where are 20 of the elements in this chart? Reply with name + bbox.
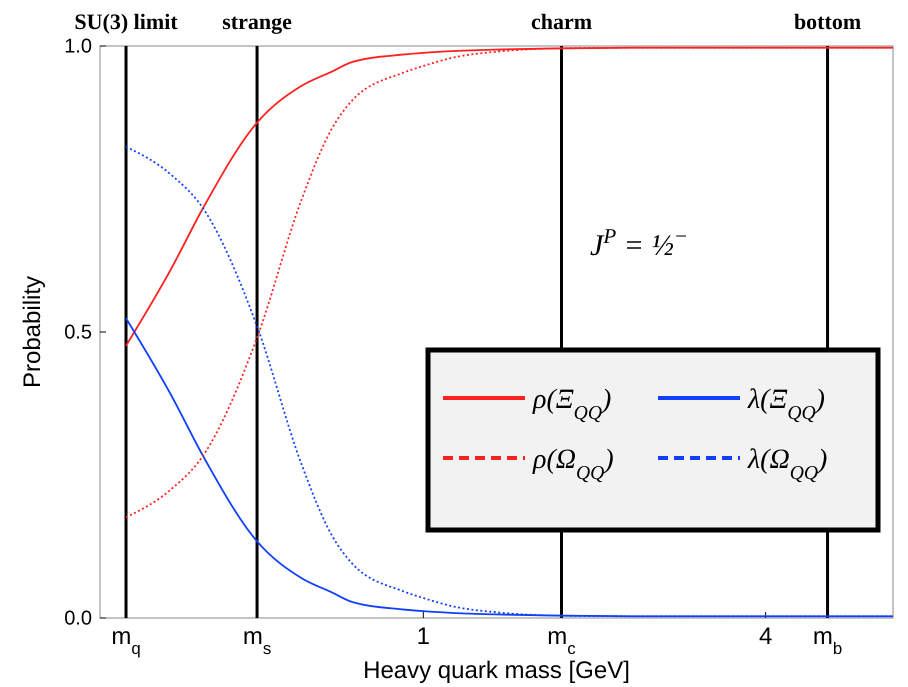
y-tick-label: 0.0	[64, 607, 92, 630]
x-axis-title: Heavy quark mass [GeV]	[363, 657, 630, 684]
ref-line-label: charm	[530, 9, 592, 34]
ref-line-label: strange	[222, 9, 292, 34]
legend-label: ρ(Ξ$_{QQ}$)	[532, 384, 612, 424]
ref-line-label: SU(3) limit	[74, 9, 178, 34]
x-tick-label: m$_{c}$	[547, 623, 576, 658]
x-tick-label: 4	[758, 623, 772, 650]
x-tick-label: m$_{s}$	[242, 623, 272, 658]
legend-label: λ(Ω$_{QQ}$)	[747, 444, 828, 484]
legend-label: ρ(Ω$_{QQ}$)	[532, 444, 614, 484]
x-tick-label: m$_{q}$	[111, 623, 141, 658]
x-tick-label: m$_{b}$	[812, 623, 842, 658]
y-axis-title: Probability	[19, 276, 46, 388]
y-tick-label: 1.0	[64, 35, 92, 58]
ref-line-label: bottom	[794, 9, 862, 34]
annotation: J$^{P}$ = ½$^{−}$	[590, 224, 688, 262]
y-tick-label: 0.5	[64, 321, 92, 344]
legend-label: λ(Ξ$_{QQ}$)	[747, 384, 825, 424]
x-tick-label: 1	[416, 623, 430, 650]
